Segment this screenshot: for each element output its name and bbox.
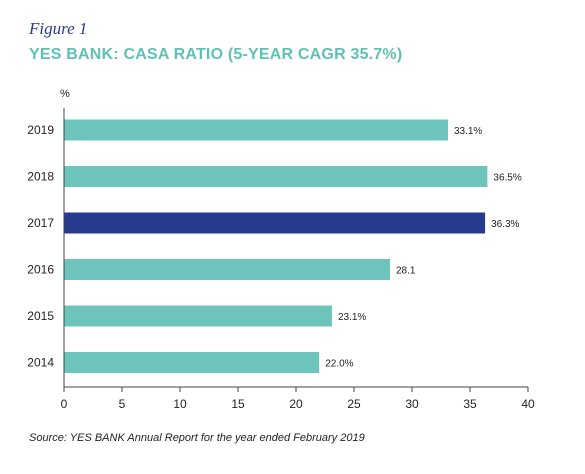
bar-2017 [64,212,486,234]
x-tick-10: 10 [173,397,187,411]
x-tick-40: 40 [521,397,535,411]
data-label-2017: 36.3% [491,219,519,230]
bar-2016 [64,259,390,280]
y-tick-2018: 2018 [27,170,54,184]
y-tick-labels-group: 2019 2018 2017 2016 2015 2014 [27,123,54,370]
data-label-2018: 36.5% [493,173,521,184]
data-label-2019: 33.1% [454,126,482,137]
data-label-2014: 22.0% [325,359,353,370]
x-tick-25: 25 [347,397,361,411]
x-tick-5: 5 [119,397,126,411]
data-labels-group: 33.1% 36.5% 36.3% 28.1 23.1% 22.0% [325,126,522,370]
x-tick-30: 30 [405,397,419,411]
x-tick-35: 35 [463,397,477,411]
y-tick-2015: 2015 [27,309,54,323]
bar-2014 [64,352,320,373]
x-tick-20: 20 [289,397,303,411]
data-label-2016: 28.1 [396,266,416,277]
bar-2019 [64,119,448,141]
chart-title: YES BANK: CASA RATIO (5-YEAR CAGR 35.7%) [29,46,403,63]
x-tick-15: 15 [231,397,245,411]
x-tick-0: 0 [61,397,68,411]
source-note: Source: YES BANK Annual Report for the y… [29,432,365,444]
y-tick-2019: 2019 [27,123,54,137]
unit-label: % [60,88,70,100]
bars-group [64,119,488,373]
x-axis-group: 0 5 10 15 20 25 30 35 40 [61,108,535,411]
data-label-2015: 23.1% [338,312,366,323]
y-tick-2017: 2017 [27,216,54,230]
y-tick-2016: 2016 [27,263,54,277]
bar-2015 [64,305,332,327]
bar-2018 [64,166,488,187]
figure-label: Figure 1 [29,19,88,38]
y-tick-2014: 2014 [27,356,54,370]
